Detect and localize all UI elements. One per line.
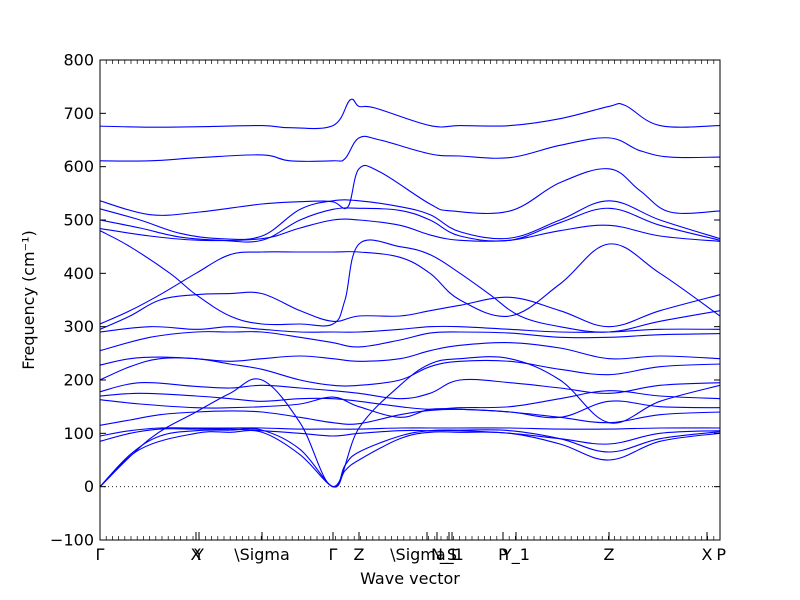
x-tick-labels: Γ XY \Sigma Γ Z \Sigma_1N S_1 PY_1 Z X P — [96, 545, 727, 565]
x-tick-label: Z — [604, 545, 615, 564]
band-line-19 — [100, 428, 720, 445]
x-tick-label: P — [498, 545, 508, 564]
y-tick-label: 700 — [63, 104, 94, 123]
band-line-18 — [100, 427, 720, 437]
y-tick-label: 200 — [63, 371, 94, 390]
y-tick-label: 400 — [63, 264, 94, 283]
band-line-8 — [100, 243, 720, 325]
band-line-4 — [100, 199, 720, 241]
x-tick-label: Z — [354, 545, 365, 564]
y-tick-label: 300 — [63, 317, 94, 336]
y-tick-label: 500 — [63, 211, 94, 230]
band-line-11 — [100, 331, 720, 352]
y-tick-label: 600 — [63, 157, 94, 176]
band-line-16 — [100, 396, 720, 419]
y-axis-label: Frequency (cm⁻¹) — [19, 230, 38, 369]
band-line-9 — [100, 291, 720, 330]
y-tick-labels: −100 0 100 200 300 400 500 600 700 800 — [50, 51, 94, 550]
band-line-5 — [100, 207, 720, 243]
x-axis-label: Wave vector — [360, 569, 460, 588]
phonon-bands — [100, 98, 720, 488]
band-line-22 — [100, 356, 720, 488]
x-tick-label: P — [716, 545, 726, 564]
band-line-2 — [100, 135, 720, 162]
band-line-14 — [100, 378, 720, 400]
band-line-21 — [100, 429, 720, 488]
x-tick-label: _1 — [439, 545, 458, 565]
y-tick-label: 800 — [63, 51, 94, 70]
x-tick-label: X — [191, 545, 202, 564]
plot-frame — [99, 59, 721, 541]
y-tick-label: −100 — [50, 531, 94, 550]
plot-background — [100, 60, 720, 540]
x-tick-label: Γ — [96, 545, 105, 564]
x-tick-label: N — [431, 545, 443, 564]
x-tick-label: S — [447, 545, 457, 564]
x-tick-label: \Sigma_1 — [390, 545, 464, 565]
band-line-3 — [100, 164, 720, 216]
band-line-10 — [100, 325, 720, 333]
y-tick-label: 100 — [63, 424, 94, 443]
band-line-1 — [100, 98, 720, 130]
band-line-6 — [100, 218, 720, 242]
x-tick-label: X — [702, 545, 713, 564]
band-line-20 — [100, 428, 720, 488]
x-tick-label: Y_1 — [501, 545, 530, 565]
x-tick-label: \Sigma — [234, 545, 290, 564]
x-tick-label: Y — [193, 545, 204, 564]
x-tick-label: Γ — [329, 545, 338, 564]
band-line-17 — [100, 408, 720, 426]
y-tick-label: 0 — [84, 477, 94, 496]
band-line-13 — [100, 357, 720, 387]
